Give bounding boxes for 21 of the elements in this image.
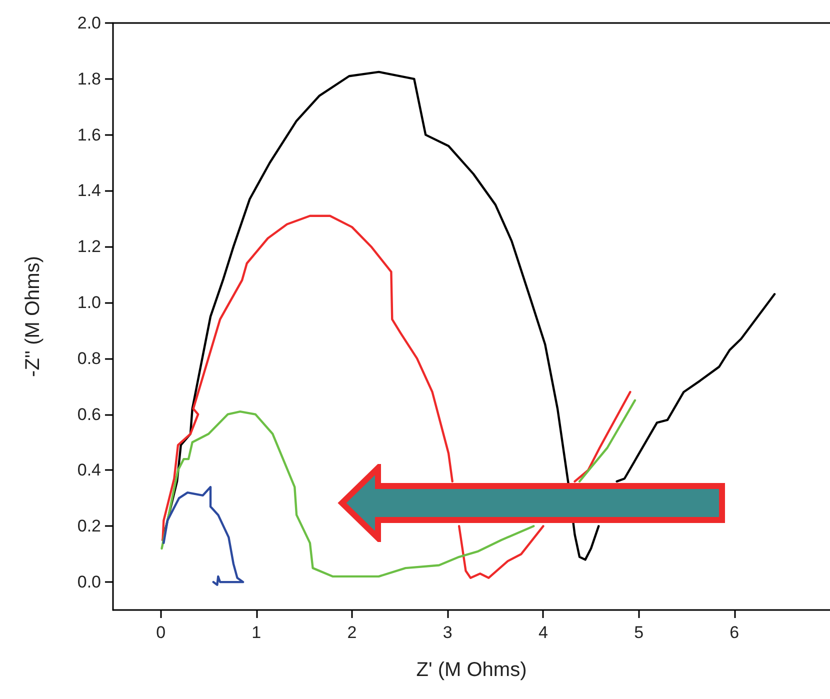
y-tick-label: 1.0 (77, 293, 101, 312)
x-tick-label: 1 (252, 623, 262, 642)
x-tick-label: 4 (538, 623, 548, 642)
x-tick-label: 0 (156, 623, 166, 642)
x-tick-label: 3 (442, 623, 452, 642)
y-tick-label: 1.8 (77, 69, 101, 88)
y-tick-label: 1.4 (77, 181, 101, 200)
line-series (162, 486, 244, 586)
y-tick-label: 1.6 (77, 125, 101, 144)
y-tick-label: 1.2 (77, 237, 101, 256)
y-tick-label: 0.4 (77, 460, 101, 480)
x-tick-label: 6 (730, 623, 740, 642)
x-axis-title: Z' (M Ohms) (416, 659, 527, 681)
y-tick-label: 2.0 (77, 14, 101, 32)
y-tick-label: 0.8 (77, 348, 101, 368)
x-tick-label: 2 (347, 623, 357, 642)
y-axis-title: -Z'' (M Ohms) (22, 256, 44, 377)
x-tick-label: 5 (634, 623, 644, 642)
y-tick-label: 0.2 (77, 516, 101, 536)
y-tick-label: 0.6 (77, 404, 101, 424)
y-tick-label: 0.0 (77, 572, 101, 592)
